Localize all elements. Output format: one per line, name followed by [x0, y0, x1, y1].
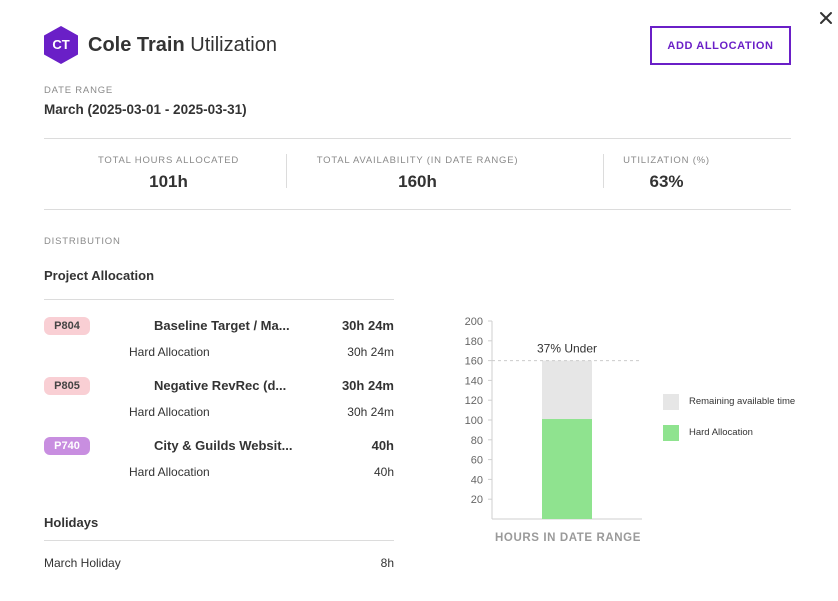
stats-row: TOTAL HOURS ALLOCATED 101h TOTAL AVAILAB…	[44, 140, 791, 209]
date-range-label: DATE RANGE	[44, 85, 114, 96]
date-range-value: March (2025-03-01 - 2025-03-31)	[44, 102, 247, 117]
y-tick-label: 40	[471, 474, 483, 486]
x-axis-label: HOURS IN DATE RANGE	[495, 532, 641, 544]
project-name[interactable]: City & Guilds Websit...	[154, 438, 293, 453]
stat-label: UTILIZATION (%)	[623, 155, 710, 166]
y-tick-label: 100	[465, 415, 483, 427]
allocation-type: Hard Allocation	[129, 405, 210, 419]
bar-hard-allocation	[542, 419, 592, 519]
project-allocation-title: Project Allocation	[44, 268, 155, 283]
distribution-label: DISTRIBUTION	[44, 236, 121, 247]
divider	[44, 138, 791, 139]
title-suffix: Utilization	[190, 33, 277, 56]
y-tick-label: 200	[465, 316, 483, 328]
stat-separator	[286, 154, 287, 188]
modal-header: CT Cole Train Utilization	[44, 26, 277, 64]
y-tick-label: 60	[471, 455, 483, 467]
project-row: P805 Negative RevRec (d... 30h 24m Hard …	[44, 377, 394, 425]
y-tick-label: 80	[471, 435, 483, 447]
avatar-initials: CT	[52, 37, 70, 52]
legend-swatch	[663, 394, 679, 410]
stat-value: 63%	[649, 172, 684, 191]
stat-value: 101h	[149, 172, 188, 191]
project-code-badge: P804	[44, 317, 90, 335]
project-total: 30h 24m	[341, 318, 394, 333]
holiday-name: March Holiday	[44, 556, 121, 570]
legend-swatch	[663, 425, 679, 441]
y-tick-label: 160	[465, 356, 483, 368]
stat-label: TOTAL AVAILABILITY (IN DATE RANGE)	[316, 155, 519, 166]
allocation-type: Hard Allocation	[129, 345, 210, 359]
stat-separator	[603, 154, 604, 188]
y-tick-label: 180	[465, 336, 483, 348]
bar-remaining-time	[542, 360, 592, 420]
stat-value: 160h	[398, 172, 437, 191]
holidays-title: Holidays	[44, 515, 99, 530]
stat-total-hours: TOTAL HOURS ALLOCATED 101h	[44, 140, 293, 209]
allocation-type: Hard Allocation	[129, 465, 210, 479]
stat-utilization: UTILIZATION (%) 63%	[542, 140, 791, 209]
legend-label: Remaining available time	[689, 396, 796, 407]
allocation-value: 40h	[373, 465, 394, 479]
divider	[44, 209, 791, 210]
stat-total-availability: TOTAL AVAILABILITY (IN DATE RANGE) 160h	[293, 140, 542, 209]
y-tick-label: 120	[465, 395, 483, 407]
utilization-chart: 20 40 60 80 100 120 140 160 180 200 37% Under HOURS…	[465, 316, 642, 544]
project-code-badge: P740	[44, 437, 90, 455]
user-name: Cole Train	[88, 33, 185, 56]
project-code-badge: P805	[44, 377, 90, 395]
project-name[interactable]: Negative RevRec (d...	[154, 378, 287, 393]
stat-label: TOTAL HOURS ALLOCATED	[97, 155, 240, 166]
project-name[interactable]: Baseline Target / Ma...	[154, 318, 290, 333]
y-tick-label: 140	[465, 375, 483, 387]
project-total: 30h 24m	[341, 378, 394, 393]
divider	[44, 540, 394, 541]
y-tick-label: 20	[471, 494, 483, 506]
allocation-value: 30h 24m	[347, 405, 394, 419]
legend-label: Hard Allocation	[689, 427, 753, 438]
close-icon[interactable]	[816, 8, 836, 28]
page-title: Cole Train Utilization	[88, 34, 277, 57]
add-allocation-button[interactable]: ADD ALLOCATION	[650, 26, 791, 65]
project-row: P740 City & Guilds Websit... 40h Hard Al…	[44, 437, 394, 485]
allocation-value: 30h 24m	[347, 345, 394, 359]
avatar: CT	[44, 26, 78, 64]
project-row: P804 Baseline Target / Ma... 30h 24m Har…	[44, 317, 394, 365]
project-total: 40h	[371, 438, 394, 453]
chart-annotation: 37% Under	[537, 342, 597, 356]
divider	[44, 299, 394, 300]
holiday-value: 8h	[380, 556, 394, 570]
